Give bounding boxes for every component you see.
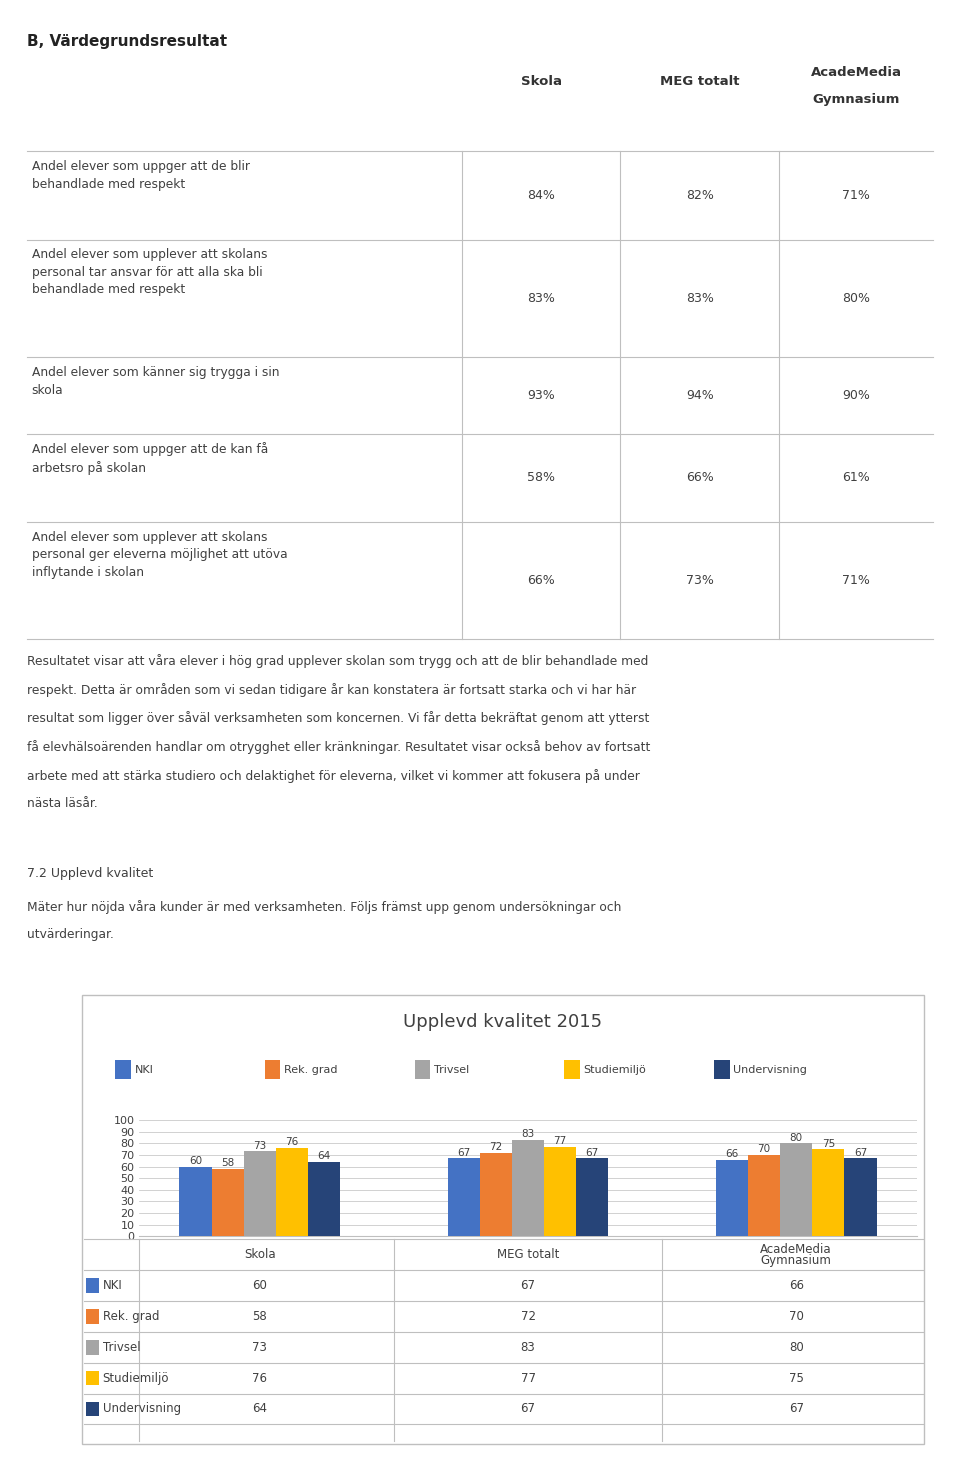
Text: 90%: 90% — [842, 390, 870, 401]
Text: nästa läsår.: nästa läsår. — [27, 797, 98, 810]
Text: 76: 76 — [252, 1372, 268, 1385]
Text: 61%: 61% — [842, 472, 870, 484]
Text: Skola: Skola — [244, 1248, 276, 1261]
Text: 94%: 94% — [685, 390, 713, 401]
Text: respekt. Detta är områden som vi sedan tidigare år kan konstatera är fortsatt st: respekt. Detta är områden som vi sedan t… — [27, 682, 636, 697]
Text: Andel elever som känner sig trygga i sin
skola: Andel elever som känner sig trygga i sin… — [32, 366, 279, 397]
Text: Andel elever som upplever att skolans
personal tar ansvar för att alla ska bli
b: Andel elever som upplever att skolans pe… — [32, 248, 267, 297]
Text: 76: 76 — [285, 1138, 299, 1148]
Bar — [480, 1152, 512, 1236]
Bar — [447, 1158, 480, 1236]
Text: 83: 83 — [521, 1129, 535, 1139]
Text: 67: 67 — [853, 1148, 867, 1158]
Text: 75: 75 — [822, 1139, 835, 1148]
Text: 60: 60 — [252, 1279, 267, 1292]
Text: 58: 58 — [252, 1310, 267, 1323]
Bar — [211, 1169, 244, 1236]
Text: få elevhälsoärenden handlar om otrygghet eller kränkningar. Resultatet visar ock: få elevhälsoärenden handlar om otrygghet… — [27, 739, 650, 754]
Text: Studiemiljö: Studiemiljö — [584, 1066, 646, 1075]
Text: 73%: 73% — [685, 575, 713, 587]
Text: NKI: NKI — [134, 1066, 154, 1075]
Text: 80%: 80% — [842, 293, 870, 304]
Text: 58: 58 — [221, 1158, 234, 1169]
Bar — [716, 1160, 748, 1236]
Text: 72: 72 — [490, 1142, 502, 1152]
Text: Studiemiljö: Studiemiljö — [103, 1372, 169, 1385]
Text: resultat som ligger över såväl verksamheten som koncernen. Vi får detta bekräfta: resultat som ligger över såväl verksamhe… — [27, 711, 649, 726]
Text: 67: 67 — [457, 1148, 470, 1158]
Text: Andel elever som uppger att de kan få
arbetsro på skolan: Andel elever som uppger att de kan få ar… — [32, 442, 268, 475]
Bar — [308, 1161, 340, 1236]
Text: Resultatet visar att våra elever i hög grad upplever skolan som trygg och att de: Resultatet visar att våra elever i hög g… — [27, 654, 648, 669]
Text: Upplevd kvalitet 2015: Upplevd kvalitet 2015 — [403, 1013, 603, 1030]
Text: B, Värdegrundsresultat: B, Värdegrundsresultat — [27, 34, 227, 49]
Text: Rek. grad: Rek. grad — [284, 1066, 338, 1075]
Text: Undervisning: Undervisning — [733, 1066, 807, 1075]
Bar — [244, 1151, 276, 1236]
Text: 83%: 83% — [527, 293, 555, 304]
Text: Undervisning: Undervisning — [103, 1402, 180, 1416]
Text: 83: 83 — [520, 1341, 536, 1354]
Text: 73: 73 — [252, 1341, 267, 1354]
Text: 58%: 58% — [527, 472, 555, 484]
Text: AcadeMedia: AcadeMedia — [760, 1242, 832, 1255]
Text: MEG totalt: MEG totalt — [660, 75, 739, 88]
Text: 73: 73 — [253, 1141, 267, 1151]
Text: Skola: Skola — [520, 75, 562, 88]
Text: 75: 75 — [789, 1372, 804, 1385]
Text: arbete med att stärka studiero och delaktighet för eleverna, vilket vi kommer at: arbete med att stärka studiero och delak… — [27, 769, 639, 784]
Text: NKI: NKI — [103, 1279, 123, 1292]
Text: 70: 70 — [757, 1145, 771, 1154]
Text: Gymnasium: Gymnasium — [760, 1254, 831, 1267]
Text: Gymnasium: Gymnasium — [812, 93, 900, 106]
Text: 93%: 93% — [527, 390, 555, 401]
Text: Rek. grad: Rek. grad — [103, 1310, 159, 1323]
Text: 70: 70 — [789, 1310, 804, 1323]
Text: 60: 60 — [189, 1155, 202, 1166]
Text: 64: 64 — [318, 1151, 331, 1161]
Text: 84%: 84% — [527, 190, 555, 201]
Text: MEG totalt: MEG totalt — [497, 1248, 559, 1261]
Text: 83%: 83% — [685, 293, 713, 304]
Text: 66%: 66% — [685, 472, 713, 484]
Text: 77: 77 — [520, 1372, 536, 1385]
Text: Mäter hur nöjda våra kunder är med verksamheten. Följs främst upp genom undersök: Mäter hur nöjda våra kunder är med verks… — [27, 900, 621, 914]
Text: Trivsel: Trivsel — [434, 1066, 469, 1075]
Text: 77: 77 — [554, 1136, 566, 1147]
Bar — [512, 1139, 544, 1236]
Text: 67: 67 — [520, 1279, 536, 1292]
Text: 80: 80 — [789, 1341, 804, 1354]
Bar — [812, 1150, 845, 1236]
Text: 82%: 82% — [685, 190, 713, 201]
Bar — [276, 1148, 308, 1236]
Text: 67: 67 — [520, 1402, 536, 1416]
Text: AcadeMedia: AcadeMedia — [810, 66, 901, 79]
Bar — [748, 1155, 780, 1236]
Bar — [780, 1144, 812, 1236]
Text: Andel elever som upplever att skolans
personal ger eleverna möjlighet att utöva
: Andel elever som upplever att skolans pe… — [32, 531, 287, 579]
Text: 66: 66 — [725, 1150, 738, 1158]
Text: 71%: 71% — [842, 575, 870, 587]
Bar — [845, 1158, 876, 1236]
Bar — [576, 1158, 609, 1236]
Text: 67: 67 — [788, 1402, 804, 1416]
Text: 72: 72 — [520, 1310, 536, 1323]
Text: Trivsel: Trivsel — [103, 1341, 140, 1354]
Text: 7.2 Upplevd kvalitet: 7.2 Upplevd kvalitet — [27, 867, 154, 881]
Text: 66: 66 — [788, 1279, 804, 1292]
Text: 66%: 66% — [527, 575, 555, 587]
Text: utvärderingar.: utvärderingar. — [27, 929, 113, 941]
Text: 80: 80 — [789, 1133, 803, 1142]
Bar — [180, 1167, 211, 1236]
Text: 67: 67 — [586, 1148, 599, 1158]
Text: 71%: 71% — [842, 190, 870, 201]
Text: 64: 64 — [252, 1402, 268, 1416]
Text: Andel elever som uppger att de blir
behandlade med respekt: Andel elever som uppger att de blir beha… — [32, 160, 250, 191]
Bar — [544, 1147, 576, 1236]
